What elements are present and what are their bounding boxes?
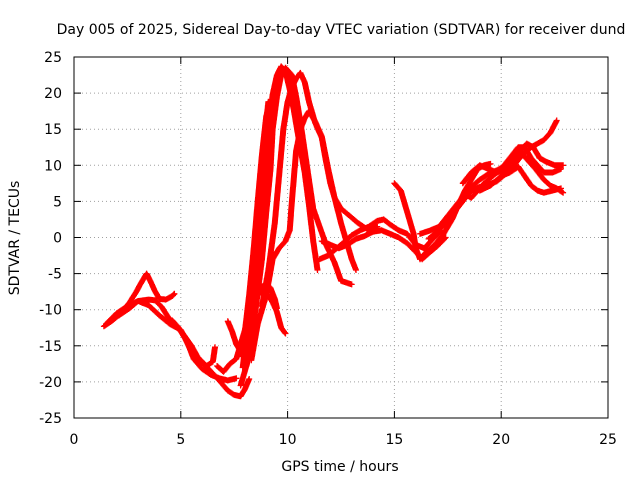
- y-tick-label: 25: [44, 50, 62, 66]
- axis-ticks: 0 5 10 15 20 25 25 20 15 10 5 0 -5 -10 -15 -20 -25: [39, 50, 617, 448]
- y-tick-label: -10: [39, 303, 62, 319]
- y-tick-label: -25: [39, 411, 62, 427]
- data-track: [459, 140, 567, 187]
- data-track: [476, 163, 564, 196]
- data-points: [100, 63, 567, 400]
- y-tick-label: 5: [53, 194, 62, 210]
- x-tick-label: 20: [492, 432, 510, 448]
- y-tick-label: -20: [39, 375, 62, 391]
- x-tick-label: 0: [70, 432, 79, 448]
- x-tick-label: 25: [599, 432, 617, 448]
- data-point-markers: [169, 317, 253, 400]
- data-point-markers: [239, 63, 321, 371]
- x-axis-label: GPS time / hours: [281, 459, 398, 475]
- x-tick-label: 5: [176, 432, 185, 448]
- data-track: [169, 317, 253, 400]
- grid: [74, 57, 608, 418]
- data-point-markers: [391, 160, 494, 263]
- y-tick-label: 20: [44, 86, 62, 102]
- y-axis-label: SDTVAR / TECUs: [7, 181, 23, 296]
- data-point-markers: [459, 140, 567, 187]
- data-track: [239, 63, 321, 371]
- x-tick-label: 15: [385, 432, 403, 448]
- y-tick-label: -15: [39, 339, 62, 355]
- y-tick-label: 0: [53, 231, 62, 247]
- data-point-markers: [259, 69, 381, 310]
- chart-title: Day 005 of 2025, Sidereal Day-to-day VTE…: [57, 22, 626, 38]
- y-tick-label: 10: [44, 158, 62, 174]
- data-track: [259, 69, 381, 310]
- y-tick-label: 15: [44, 122, 62, 138]
- data-track: [391, 160, 494, 263]
- data-point-markers: [476, 163, 564, 196]
- y-tick-label: -5: [48, 267, 62, 283]
- x-tick-label: 10: [279, 432, 297, 448]
